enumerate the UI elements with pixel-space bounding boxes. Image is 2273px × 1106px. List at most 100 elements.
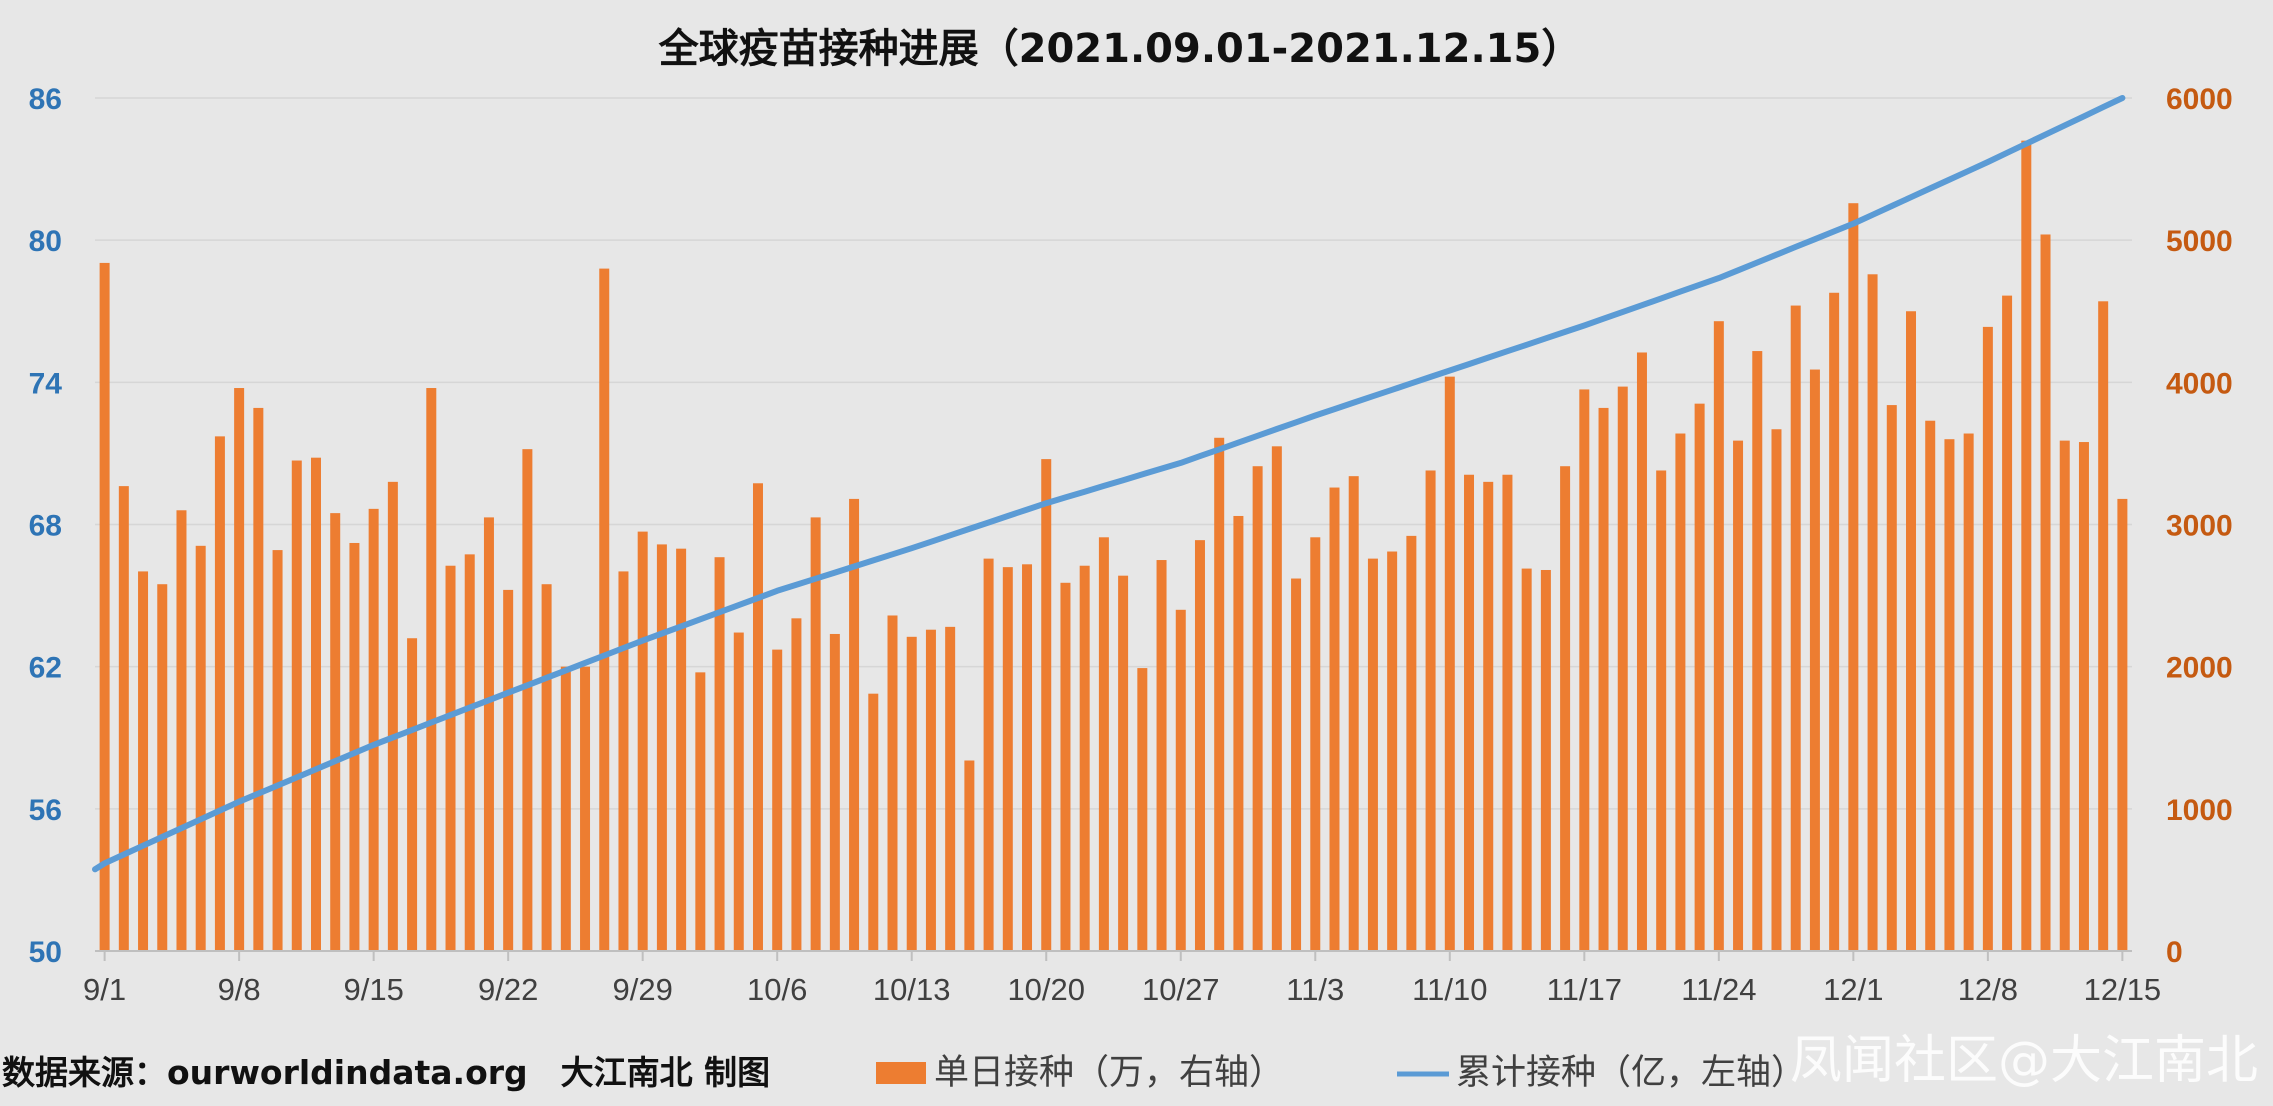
bar	[1675, 433, 1686, 952]
legend-line-label: 累计接种（亿，左轴）	[1456, 1053, 1806, 1093]
bar	[1118, 575, 1129, 951]
x-tick-label: 12/15	[2084, 972, 2162, 1007]
bar	[1944, 439, 1955, 951]
bar	[464, 554, 475, 951]
bar	[1060, 582, 1071, 951]
y-right-tick-label: 0	[2166, 936, 2183, 969]
bar	[1233, 515, 1244, 951]
x-tick-label: 10/20	[1007, 972, 1085, 1007]
bar	[1752, 351, 1763, 952]
y-left-tick-label: 68	[29, 510, 62, 543]
bar	[945, 626, 956, 951]
y-left-tick-label: 86	[29, 83, 62, 116]
gridlines	[95, 97, 2132, 810]
x-tick-label: 12/8	[1958, 972, 2018, 1007]
bar	[1867, 274, 1878, 952]
bar	[2002, 295, 2013, 951]
x-tick-label: 11/17	[1547, 972, 1622, 1007]
bar	[1886, 405, 1897, 952]
x-tick-label: 9/8	[218, 972, 261, 1007]
bar	[1906, 311, 1917, 951]
bar	[195, 545, 206, 951]
bar	[1521, 568, 1532, 951]
bar	[2098, 301, 2109, 951]
bar	[1733, 440, 1744, 951]
bar	[1310, 537, 1321, 951]
x-tick-label: 10/13	[873, 972, 951, 1007]
bar	[330, 513, 341, 951]
bar	[138, 571, 149, 951]
bar	[1079, 565, 1090, 951]
bar	[695, 672, 706, 951]
bar	[983, 558, 994, 951]
x-tick-label: 11/10	[1412, 972, 1487, 1007]
bar	[1367, 558, 1378, 951]
bar	[1464, 474, 1475, 951]
y-right-tick-label: 2000	[2166, 652, 2233, 685]
bar	[733, 632, 744, 951]
bar	[714, 557, 725, 951]
bar	[1175, 609, 1186, 951]
watermark: 凤闻社区@大江南北	[1790, 1031, 2258, 1091]
bar	[1829, 292, 1840, 952]
bar	[99, 262, 110, 951]
bar	[1560, 466, 1571, 951]
bar	[618, 571, 629, 951]
bar	[1425, 470, 1436, 951]
bar	[522, 449, 533, 951]
bar	[214, 436, 225, 951]
bar	[253, 407, 264, 951]
chart-title: 全球疫苗接种进展（2021.09.01-2021.12.15）	[658, 26, 1582, 72]
bar	[1387, 551, 1398, 951]
bar	[1194, 540, 1205, 951]
bar	[1636, 352, 1647, 951]
bar	[752, 483, 763, 951]
bar	[368, 508, 379, 951]
x-tick-label: 12/1	[1823, 972, 1883, 1007]
bar	[272, 550, 283, 951]
bar	[810, 517, 821, 951]
bar	[1483, 481, 1494, 951]
bar	[637, 531, 648, 951]
bar	[599, 268, 610, 952]
bar	[1502, 474, 1513, 951]
bar	[1982, 326, 1993, 952]
bar	[868, 693, 879, 951]
bar	[503, 589, 514, 951]
bar	[1963, 433, 1974, 952]
bar	[1579, 389, 1590, 952]
x-tick-label: 9/29	[613, 972, 673, 1007]
x-tick-label: 9/22	[478, 972, 538, 1007]
y-left-tick-label: 50	[29, 936, 62, 969]
bar	[849, 498, 860, 951]
y-left-tick-label: 56	[29, 794, 62, 827]
bar	[483, 517, 494, 951]
bar-series	[99, 140, 2128, 952]
bar	[2021, 140, 2032, 951]
bar	[310, 457, 321, 951]
bar	[2040, 234, 2051, 952]
bar	[291, 460, 302, 951]
bar	[1540, 569, 1551, 951]
x-tick-label: 11/24	[1681, 972, 1756, 1007]
bar	[1137, 668, 1148, 951]
bar	[1271, 446, 1282, 951]
bar	[1291, 578, 1302, 951]
bar	[1252, 466, 1263, 951]
bar	[1598, 407, 1609, 951]
legend: 单日接种（万，右轴） 累计接种（亿，左轴）	[876, 1053, 1806, 1093]
legend-bar-swatch	[876, 1062, 926, 1084]
x-tick-label: 10/6	[747, 972, 807, 1007]
bar	[676, 548, 687, 951]
bar	[157, 584, 168, 951]
x-tick-label: 11/3	[1286, 972, 1344, 1007]
bar	[1925, 420, 1936, 951]
bar	[580, 666, 591, 951]
bar	[118, 486, 129, 951]
line-series	[92, 95, 2126, 873]
y-right-tick-label: 1000	[2166, 794, 2233, 827]
bar	[426, 388, 437, 951]
bar	[1713, 321, 1724, 951]
